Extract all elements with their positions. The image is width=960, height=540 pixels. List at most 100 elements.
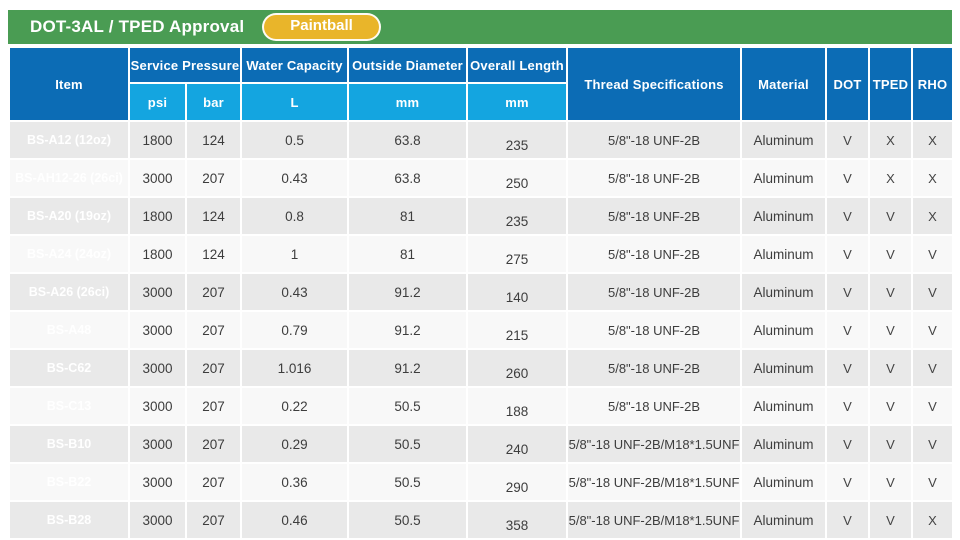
cell-psi: 3000 xyxy=(128,386,187,426)
cell-material: Aluminum xyxy=(740,196,828,236)
cell-overall-length: 260 xyxy=(466,348,569,388)
cell-thread-spec: 5/8"-18 UNF-2B xyxy=(566,386,743,426)
cell-item: BS-B22 xyxy=(8,462,130,502)
cell-outside-diameter: 81 xyxy=(347,196,469,236)
table-body: BS-A12 (12oz) 1800 124 0.5 63.8 235 5/8"… xyxy=(8,120,955,540)
table-row: BS-A20 (19oz) 1800 124 0.8 81 235 5/8"-1… xyxy=(8,196,955,236)
table-row: BS-C62 3000 207 1.016 91.2 260 5/8"-18 U… xyxy=(8,348,955,388)
cell-item: BS-A24 (24oz) xyxy=(8,234,130,274)
table-row: BS-A24 (24oz) 1800 124 1 81 275 5/8"-18 … xyxy=(8,234,955,274)
cell-material: Aluminum xyxy=(740,462,828,502)
paintball-badge[interactable]: Paintball xyxy=(262,13,381,41)
cell-tped-mark: X xyxy=(868,120,914,160)
cell-item: BS-C62 xyxy=(8,348,130,388)
cell-dot-mark: V xyxy=(825,386,871,426)
cell-item: BS-A48 xyxy=(8,310,130,350)
cell-item: BS-C13 xyxy=(8,386,130,426)
cell-psi: 3000 xyxy=(128,310,187,350)
cell-dot-mark: V xyxy=(825,348,871,388)
cell-tped-mark: V xyxy=(868,234,914,274)
cell-item: BS-A12 (12oz) xyxy=(8,120,130,160)
col-header-service-pressure: Service Pressure xyxy=(127,46,243,84)
cell-thread-spec: 5/8"-18 UNF-2B xyxy=(566,348,743,388)
cell-tped-mark: V xyxy=(868,386,914,426)
cell-water-capacity: 0.43 xyxy=(240,158,350,198)
table-row: BS-B10 3000 207 0.29 50.5 240 5/8"-18 UN… xyxy=(8,424,955,464)
cell-psi: 3000 xyxy=(128,424,187,464)
cell-rho-mark: X xyxy=(911,158,955,198)
table-row: BS-A48 3000 207 0.79 91.2 215 5/8"-18 UN… xyxy=(8,310,955,350)
cell-item: BS-B10 xyxy=(8,424,130,464)
col-header-material: Material xyxy=(740,46,828,122)
cell-dot-mark: V xyxy=(825,120,871,160)
cell-thread-spec: 5/8"-18 UNF-2B/M18*1.5UNF xyxy=(566,462,743,502)
cell-psi: 1800 xyxy=(128,234,187,274)
col-header-water-capacity: Water Capacity xyxy=(240,46,350,84)
col-header-tped: TPED xyxy=(868,46,914,122)
cell-bar: 207 xyxy=(184,462,243,502)
cell-material: Aluminum xyxy=(740,500,828,540)
cell-tped-mark: X xyxy=(868,158,914,198)
cell-dot-mark: V xyxy=(825,158,871,198)
cell-tped-mark: V xyxy=(868,310,914,350)
cell-psi: 3000 xyxy=(128,500,187,540)
cell-rho-mark: V xyxy=(911,424,955,464)
approval-banner: DOT-3AL / TPED Approval Paintball xyxy=(8,10,952,44)
cell-water-capacity: 0.22 xyxy=(240,386,350,426)
cell-material: Aluminum xyxy=(740,120,828,160)
table-row: BS-A12 (12oz) 1800 124 0.5 63.8 235 5/8"… xyxy=(8,120,955,160)
cell-tped-mark: V xyxy=(868,272,914,312)
cell-bar: 124 xyxy=(184,196,243,236)
col-header-dot: DOT xyxy=(825,46,871,122)
cell-overall-length: 240 xyxy=(466,424,569,464)
cell-psi: 1800 xyxy=(128,120,187,160)
cell-material: Aluminum xyxy=(740,348,828,388)
cell-material: Aluminum xyxy=(740,386,828,426)
cell-material: Aluminum xyxy=(740,158,828,198)
cell-outside-diameter: 81 xyxy=(347,234,469,274)
cell-rho-mark: V xyxy=(911,386,955,426)
cell-bar: 207 xyxy=(184,500,243,540)
cell-bar: 207 xyxy=(184,424,243,464)
cell-water-capacity: 0.46 xyxy=(240,500,350,540)
cell-dot-mark: V xyxy=(825,462,871,502)
cell-rho-mark: X xyxy=(911,500,955,540)
cell-outside-diameter: 63.8 xyxy=(347,120,469,160)
cell-tped-mark: V xyxy=(868,500,914,540)
cell-overall-length: 215 xyxy=(466,310,569,350)
cell-rho-mark: X xyxy=(911,120,955,160)
cell-tped-mark: V xyxy=(868,196,914,236)
cell-tped-mark: V xyxy=(868,424,914,464)
cell-outside-diameter: 50.5 xyxy=(347,462,469,502)
cell-material: Aluminum xyxy=(740,272,828,312)
unit-header-liters: L xyxy=(240,82,350,122)
cell-bar: 207 xyxy=(184,310,243,350)
cell-bar: 207 xyxy=(184,386,243,426)
cell-outside-diameter: 50.5 xyxy=(347,424,469,464)
col-header-rho: RHO xyxy=(911,46,955,122)
unit-header-diameter-mm: mm xyxy=(347,82,469,122)
cell-bar: 124 xyxy=(184,234,243,274)
cell-psi: 1800 xyxy=(128,196,187,236)
cell-overall-length: 235 xyxy=(466,120,569,160)
cell-material: Aluminum xyxy=(740,424,828,464)
cell-dot-mark: V xyxy=(825,310,871,350)
col-header-overall-length: Overall Length xyxy=(466,46,569,84)
cell-psi: 3000 xyxy=(128,462,187,502)
cell-outside-diameter: 63.8 xyxy=(347,158,469,198)
cell-overall-length: 290 xyxy=(466,462,569,502)
cell-thread-spec: 5/8"-18 UNF-2B xyxy=(566,158,743,198)
cell-thread-spec: 5/8"-18 UNF-2B/M18*1.5UNF xyxy=(566,424,743,464)
cell-item: BS-B28 xyxy=(8,500,130,540)
cell-rho-mark: X xyxy=(911,196,955,236)
table-row: BS-B28 3000 207 0.46 50.5 358 5/8"-18 UN… xyxy=(8,500,955,540)
cell-psi: 3000 xyxy=(128,272,187,312)
cell-rho-mark: V xyxy=(911,234,955,274)
cell-item: BS-A20 (19oz) xyxy=(8,196,130,236)
cell-bar: 207 xyxy=(184,272,243,312)
table-header: Item Service Pressure Water Capacity Out… xyxy=(8,46,955,122)
cell-tped-mark: V xyxy=(868,348,914,388)
cell-dot-mark: V xyxy=(825,272,871,312)
cell-rho-mark: V xyxy=(911,310,955,350)
cell-dot-mark: V xyxy=(825,196,871,236)
